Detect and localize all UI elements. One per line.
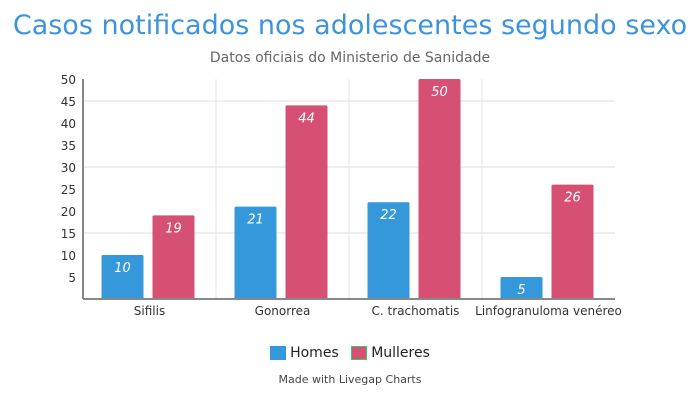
data-label: 26: [564, 191, 581, 206]
bar-mulleres: [418, 79, 461, 299]
bar-mulleres: [285, 105, 328, 300]
bar-homes: [234, 206, 277, 299]
y-tick-label: 15: [61, 227, 76, 241]
data-label: 5: [517, 283, 525, 298]
data-label: 50: [431, 85, 448, 100]
plot-area: 5 10 15 20 25 30 35 40 45 50 Sifilis 10 19 Gonorrea 21…: [61, 73, 622, 318]
legend: Homes Mulleres: [0, 345, 700, 364]
y-tick-label: 10: [61, 249, 76, 263]
y-tick-label: 45: [61, 95, 76, 109]
y-tick-label: 5: [68, 271, 76, 285]
legend-swatch: [351, 346, 368, 360]
legend-label: Mulleres: [371, 345, 430, 361]
data-label: 22: [380, 208, 397, 223]
x-tick-label: Gonorrea: [255, 304, 311, 318]
legend-item-mulleres[interactable]: Mulleres: [351, 345, 430, 361]
chart-subtitle: Datos oficiais do Ministerio de Sanidade: [209, 50, 491, 66]
data-label: 19: [165, 221, 182, 236]
y-tick-label: 50: [61, 73, 76, 87]
legend-item-homes[interactable]: Homes: [270, 345, 339, 361]
bar-homes: [101, 255, 144, 299]
bar-homes: [500, 277, 543, 299]
y-tick-label: 40: [61, 117, 76, 131]
x-tick-label: Linfogranuloma venéreo: [475, 304, 622, 318]
x-tick-label: C. trachomatis: [372, 304, 460, 318]
y-tick-label: 35: [61, 139, 76, 153]
data-label: 21: [247, 213, 264, 228]
legend-label: Homes: [290, 345, 339, 361]
legend-swatch: [270, 346, 287, 360]
bar-mulleres: [551, 184, 594, 299]
data-label: 10: [114, 261, 131, 276]
bar-mulleres: [152, 215, 195, 299]
data-label: 44: [298, 111, 315, 126]
credit-text: Made with Livegap Charts: [278, 373, 422, 386]
y-tick-label: 25: [61, 183, 76, 197]
bar-homes: [367, 202, 410, 299]
x-tick-label: Sifilis: [134, 304, 165, 318]
y-tick-label: 30: [61, 161, 76, 175]
chart-title: Casos notificados nos adolescentes segun…: [12, 10, 688, 41]
y-tick-label: 20: [61, 205, 76, 219]
